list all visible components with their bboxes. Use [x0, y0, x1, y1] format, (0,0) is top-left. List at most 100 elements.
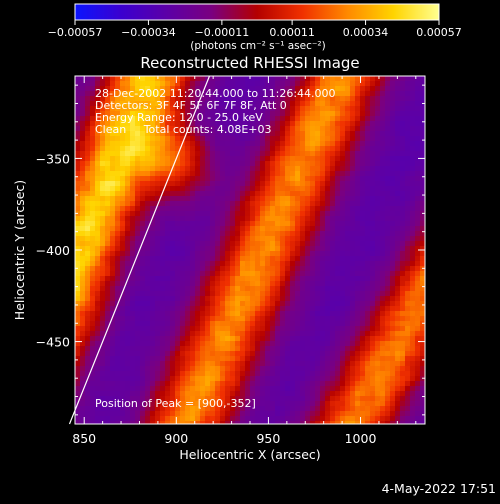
heatmap-cell — [190, 291, 196, 297]
heatmap-cell — [145, 251, 151, 257]
heatmap-cell — [400, 291, 406, 297]
heatmap-cell — [155, 171, 161, 177]
heatmap-cell — [370, 346, 376, 352]
heatmap-cell — [340, 336, 346, 342]
heatmap-cell — [210, 201, 216, 207]
heatmap-cell — [285, 81, 291, 87]
heatmap-cell — [285, 151, 291, 157]
heatmap-cell — [405, 416, 411, 422]
heatmap-cell — [140, 266, 146, 272]
heatmap-cell — [190, 331, 196, 337]
heatmap-cell — [345, 356, 351, 362]
heatmap-cell — [240, 236, 246, 242]
heatmap-cell — [175, 336, 181, 342]
heatmap-cell — [355, 201, 361, 207]
heatmap-cell — [195, 411, 201, 417]
heatmap-cell — [395, 351, 401, 357]
heatmap-cell — [410, 346, 416, 352]
heatmap-cell — [375, 141, 381, 147]
heatmap-cell — [235, 171, 241, 177]
heatmap-cell — [185, 191, 191, 197]
heatmap-cell — [265, 336, 271, 342]
heatmap-cell — [235, 246, 241, 252]
heatmap-cell — [190, 141, 196, 147]
heatmap-cell — [270, 286, 276, 292]
heatmap-cell — [155, 221, 161, 227]
heatmap-cell — [255, 201, 261, 207]
heatmap-cell — [410, 311, 416, 317]
heatmap-cell — [185, 196, 191, 202]
heatmap-cell — [105, 186, 111, 192]
heatmap-cell — [155, 176, 161, 182]
heatmap-cell — [160, 201, 166, 207]
heatmap-cell — [275, 356, 281, 362]
heatmap-cell — [260, 201, 266, 207]
heatmap-cell — [280, 136, 286, 142]
heatmap-cell — [315, 81, 321, 87]
heatmap-cell — [100, 326, 106, 332]
heatmap-cell — [120, 206, 126, 212]
heatmap-cell — [395, 231, 401, 237]
heatmap-cell — [290, 131, 296, 137]
heatmap-cell — [315, 131, 321, 137]
heatmap-cell — [225, 351, 231, 357]
heatmap-cell — [390, 96, 396, 102]
heatmap-cell — [195, 166, 201, 172]
heatmap-cell — [190, 226, 196, 232]
heatmap-cell — [385, 401, 391, 407]
heatmap-cell — [120, 301, 126, 307]
y-tick-label: −450 — [36, 335, 70, 350]
heatmap-cell — [325, 381, 331, 387]
heatmap-cell — [265, 251, 271, 257]
heatmap-cell — [400, 191, 406, 197]
heatmap-cell — [130, 391, 136, 397]
heatmap-cell — [345, 241, 351, 247]
heatmap-cell — [345, 401, 351, 407]
heatmap-cell — [340, 86, 346, 92]
heatmap-cell — [230, 366, 236, 372]
heatmap-cell — [105, 166, 111, 172]
heatmap-cell — [380, 411, 386, 417]
heatmap-cell — [130, 236, 136, 242]
heatmap-cell — [235, 286, 241, 292]
heatmap-cell — [120, 186, 126, 192]
heatmap-cell — [225, 216, 231, 222]
heatmap-cell — [165, 246, 171, 252]
heatmap-cell — [340, 121, 346, 127]
heatmap-cell — [245, 296, 251, 302]
heatmap-cell — [340, 326, 346, 332]
heatmap-cell — [215, 151, 221, 157]
heatmap-cell — [360, 391, 366, 397]
heatmap-cell — [225, 196, 231, 202]
heatmap-cell — [185, 266, 191, 272]
heatmap-cell — [315, 406, 321, 412]
heatmap-cell — [285, 276, 291, 282]
heatmap-cell — [135, 301, 141, 307]
heatmap-cell — [220, 271, 226, 277]
heatmap-cell — [160, 161, 166, 167]
heatmap-cell — [130, 146, 136, 152]
heatmap-cell — [150, 361, 156, 367]
heatmap-cell — [335, 346, 341, 352]
heatmap-cell — [270, 271, 276, 277]
heatmap-cell — [190, 356, 196, 362]
heatmap-cell — [95, 141, 101, 147]
heatmap-cell — [260, 156, 266, 162]
heatmap-cell — [310, 371, 316, 377]
heatmap-cell — [200, 411, 206, 417]
heatmap-cell — [215, 311, 221, 317]
heatmap-cell — [300, 281, 306, 287]
heatmap-cell — [325, 171, 331, 177]
heatmap-cell — [370, 391, 376, 397]
heatmap-cell — [155, 246, 161, 252]
heatmap-cell — [320, 231, 326, 237]
heatmap-cell — [80, 241, 86, 247]
heatmap-cell — [390, 131, 396, 137]
heatmap-cell — [75, 161, 81, 167]
heatmap-cell — [385, 186, 391, 192]
heatmap-cell — [330, 416, 336, 422]
heatmap-cell — [295, 336, 301, 342]
heatmap-cell — [375, 391, 381, 397]
heatmap-cell — [100, 216, 106, 222]
heatmap-cell — [365, 386, 371, 392]
